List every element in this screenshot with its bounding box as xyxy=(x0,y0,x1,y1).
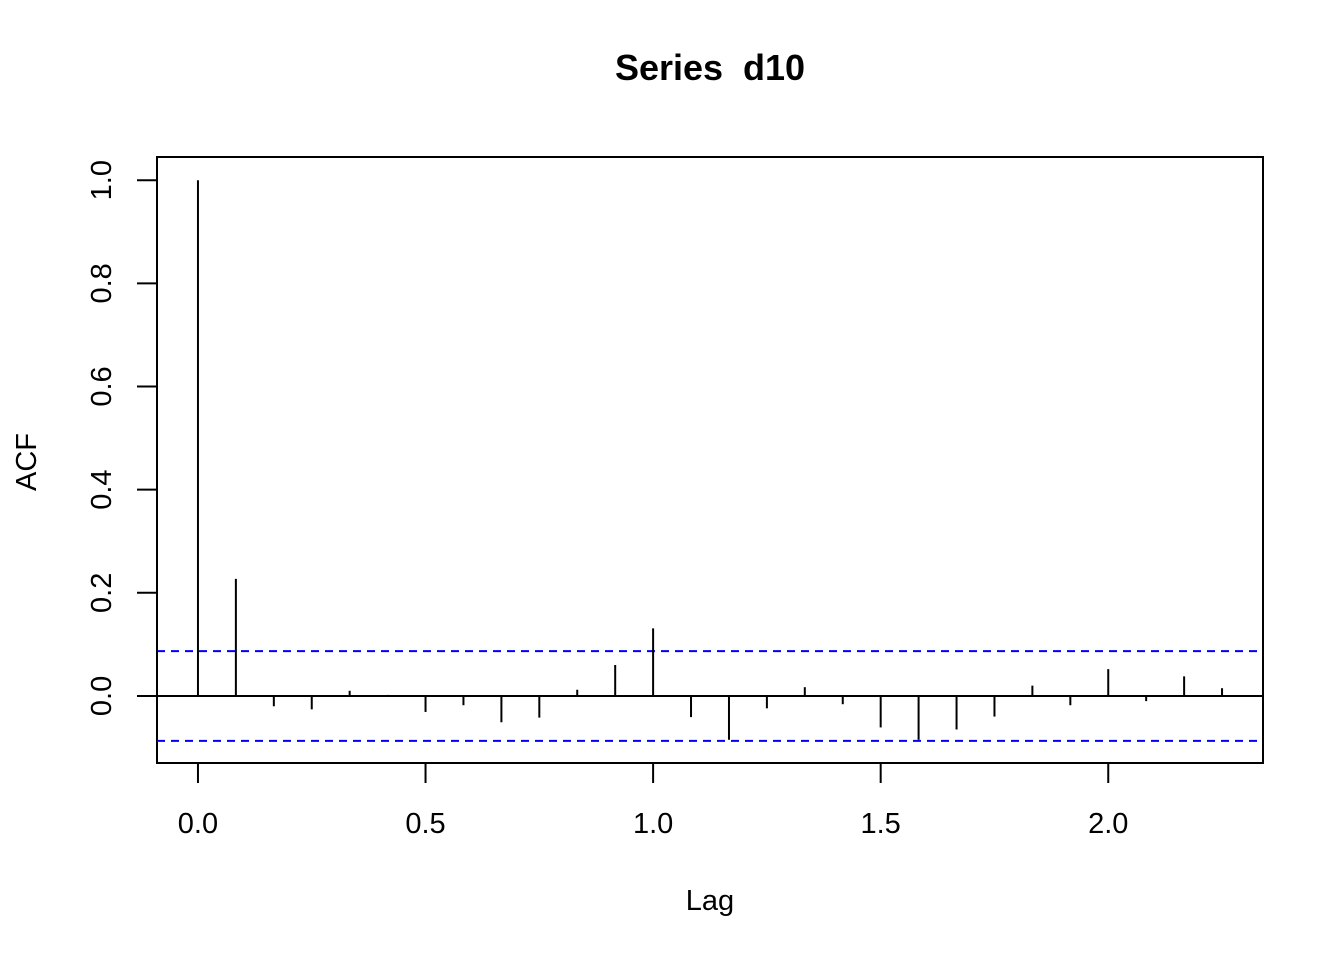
y-tick-label: 0.4 xyxy=(86,469,118,509)
plot-frame xyxy=(156,156,1264,764)
x-tick-label: 2.0 xyxy=(1088,808,1128,840)
x-tick-label: 1.0 xyxy=(633,808,673,840)
x-axis-label: Lag xyxy=(686,885,734,917)
x-tick-label: 1.5 xyxy=(861,808,901,840)
plot-area xyxy=(156,156,1264,764)
x-tick-label: 0.5 xyxy=(405,808,445,840)
x-axis: 0.0 0.5 1.0 1.5 2.0 xyxy=(178,762,1128,840)
y-tick-label: 0.6 xyxy=(86,366,118,406)
y-axis: 0.0 0.2 0.4 0.6 0.8 1.0 xyxy=(86,160,158,716)
y-tick-label: 0.2 xyxy=(86,573,118,613)
y-tick-label: 0.8 xyxy=(86,263,118,303)
chart-title: Series d10 xyxy=(615,47,805,88)
x-tick-label: 0.0 xyxy=(178,808,218,840)
y-tick-label: 0.0 xyxy=(86,676,118,716)
y-tick-label: 1.0 xyxy=(86,160,118,200)
y-axis-label: ACF xyxy=(11,433,43,491)
